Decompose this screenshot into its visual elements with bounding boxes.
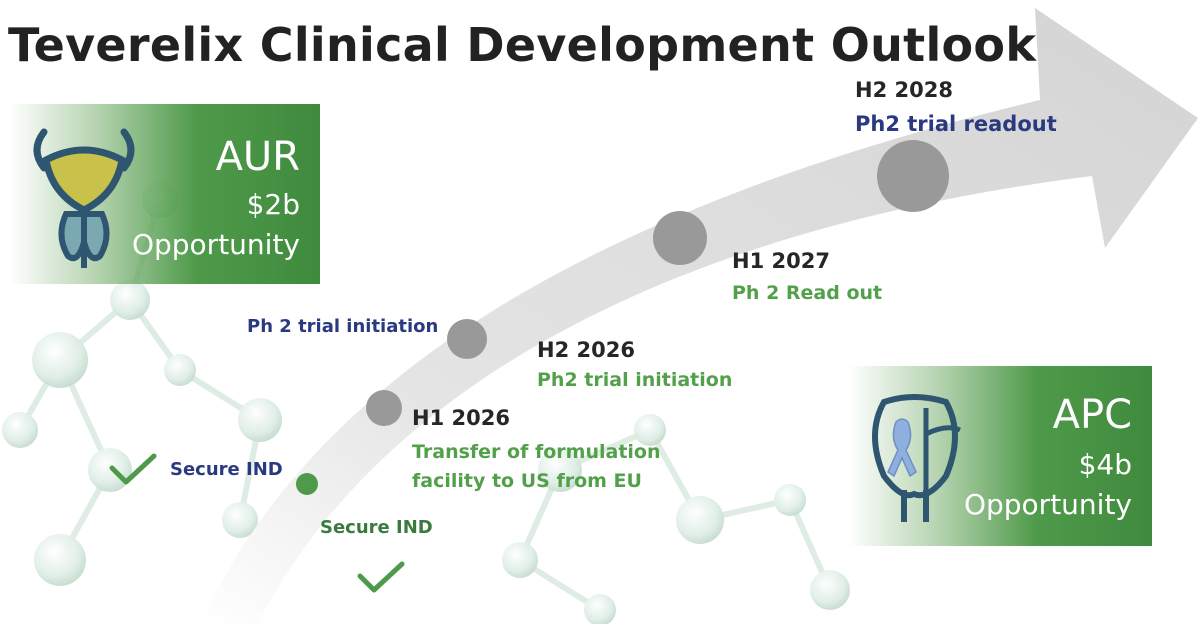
h2-2028-desc: Ph2 trial readout bbox=[855, 112, 1057, 136]
secure-ind-below-label: Secure IND bbox=[320, 517, 433, 538]
h1-2026-desc-line1: Transfer of formulation bbox=[412, 441, 661, 463]
h2-2026-date: H2 2026 bbox=[537, 338, 635, 362]
h2-2026-desc: Ph2 trial initiation bbox=[537, 369, 733, 391]
aur-name: AUR bbox=[215, 134, 300, 180]
secure-ind-left-label: Secure IND bbox=[170, 459, 283, 480]
apc-value: $4b bbox=[1078, 448, 1132, 481]
milestone-dot-h1-2026 bbox=[366, 390, 402, 426]
aur-value: $2b bbox=[246, 188, 300, 221]
apc-opportunity-box: APC $4b Opportunity bbox=[848, 366, 1152, 546]
prostate-ribbon-icon bbox=[872, 394, 961, 522]
h1-2027-date: H1 2027 bbox=[732, 249, 830, 273]
arrow-shape bbox=[200, 8, 1198, 624]
aur-label: Opportunity bbox=[131, 228, 300, 261]
check-icon bbox=[357, 561, 405, 593]
apc-label: Opportunity bbox=[963, 488, 1132, 521]
page-title: Teverelix Clinical Development Outlook bbox=[8, 18, 1037, 72]
check-icon bbox=[109, 453, 157, 485]
aur-opportunity-box: AUR $2b Opportunity bbox=[10, 104, 320, 284]
milestone-dot-secure-ind bbox=[296, 473, 318, 495]
ph2-initiation-left-label: Ph 2 trial initiation bbox=[247, 316, 439, 337]
h2-2028-date: H2 2028 bbox=[855, 78, 953, 102]
h1-2027-desc: Ph 2 Read out bbox=[732, 282, 883, 304]
apc-name: APC bbox=[1052, 392, 1132, 438]
milestone-dot-h2-2028 bbox=[877, 140, 949, 212]
h1-2026-date: H1 2026 bbox=[412, 406, 510, 430]
h1-2026-desc-line2: facility to US from EU bbox=[412, 470, 642, 492]
milestone-dot-h1-2027 bbox=[653, 211, 707, 265]
milestone-dot-ph2-initiation bbox=[447, 319, 487, 359]
bladder-prostate-icon bbox=[33, 128, 135, 268]
